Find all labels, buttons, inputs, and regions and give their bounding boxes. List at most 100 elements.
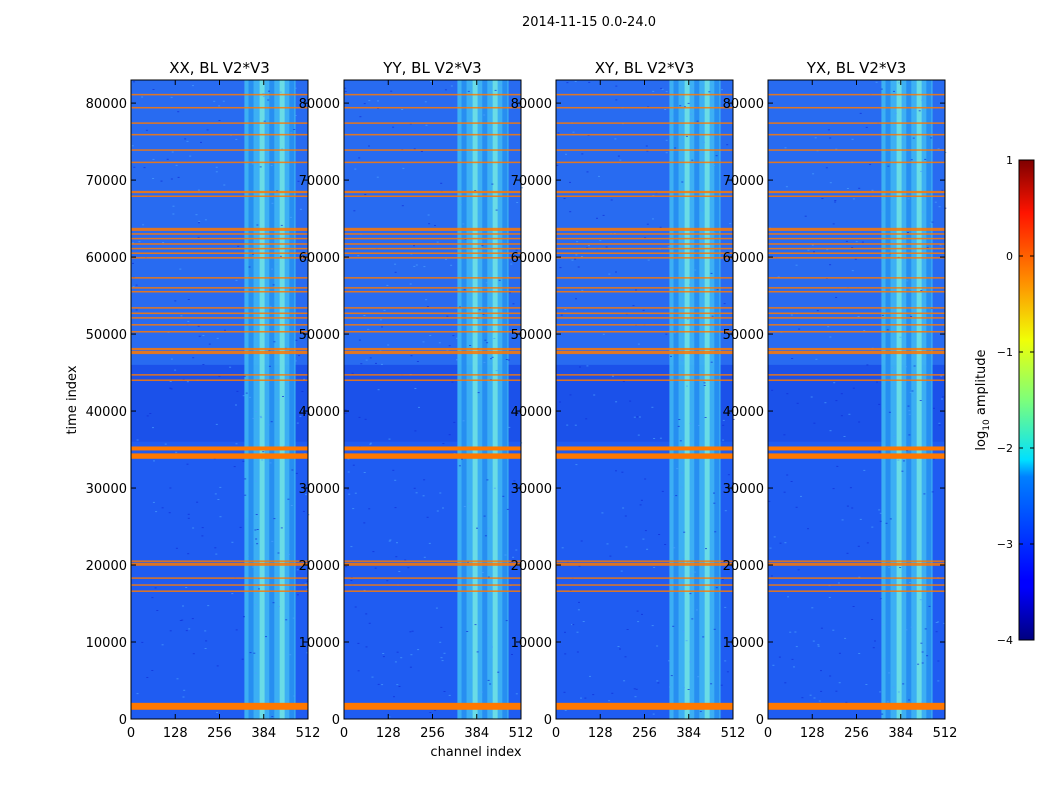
noise-speckle: [644, 530, 647, 532]
flagged-row: [131, 252, 308, 254]
noise-speckle: [254, 480, 257, 482]
noise-speckle: [280, 527, 283, 529]
noise-speckle: [422, 495, 425, 497]
noise-speckle: [924, 628, 927, 630]
flagged-row: [344, 237, 521, 240]
noise-speckle: [254, 604, 257, 605]
noise-speckle: [695, 609, 698, 611]
noise-speckle: [647, 259, 650, 261]
noise-speckle: [571, 624, 573, 626]
y-tick-label: 70000: [86, 174, 127, 189]
noise-speckle: [396, 542, 398, 544]
noise-speckle: [857, 316, 860, 317]
noise-speckle: [347, 458, 350, 460]
y-tick-label: 0: [332, 713, 340, 728]
noise-speckle: [619, 159, 622, 161]
noise-speckle: [160, 180, 163, 182]
noise-speckle: [897, 691, 900, 693]
noise-speckle: [183, 689, 186, 691]
y-tick-label: 0: [119, 713, 127, 728]
noise-speckle: [686, 561, 689, 563]
noise-speckle: [617, 155, 620, 157]
noise-speckle: [365, 646, 368, 648]
noise-speckle: [858, 576, 861, 578]
y-tick-label: 40000: [511, 405, 552, 420]
noise-speckle: [427, 214, 430, 216]
noise-speckle: [491, 183, 494, 185]
noise-speckle: [813, 697, 816, 699]
noise-speckle: [704, 417, 707, 418]
noise-speckle: [242, 395, 245, 397]
flagged-row: [131, 133, 308, 136]
noise-speckle: [506, 508, 509, 510]
noise-speckle: [175, 451, 178, 453]
noise-speckle: [910, 316, 913, 317]
noise-speckle: [689, 661, 692, 663]
noise-speckle: [843, 436, 846, 437]
y-tick-label: 70000: [511, 174, 552, 189]
flagged-row: [131, 562, 308, 566]
flagged-row: [768, 307, 945, 309]
noise-speckle: [484, 535, 487, 537]
noise-speckle: [937, 660, 940, 662]
noise-speckle: [633, 688, 636, 690]
noise-speckle: [773, 536, 776, 538]
noise-speckle: [798, 328, 801, 330]
noise-speckle: [131, 145, 134, 147]
noise-speckle: [382, 653, 385, 654]
flagged-row: [131, 195, 308, 198]
noise-speckle: [897, 459, 900, 461]
noise-speckle: [902, 683, 905, 685]
noise-speckle: [632, 305, 635, 307]
noise-speckle: [589, 675, 591, 677]
noise-speckle: [817, 645, 820, 647]
noise-speckle: [793, 666, 795, 668]
noise-speckle: [678, 491, 681, 493]
noise-speckle: [242, 460, 245, 462]
noise-speckle: [267, 99, 270, 101]
y-tick-label: 10000: [723, 636, 764, 651]
noise-speckle: [474, 190, 477, 191]
x-tick-label: 384: [464, 726, 489, 741]
noise-speckle: [481, 245, 484, 247]
panel-xy: XY, BL V2*V3 0 128 256 384 512 0 10000 20000 3000…: [511, 59, 746, 741]
noise-speckle: [840, 415, 843, 417]
noise-speckle: [783, 491, 786, 493]
noise-speckle: [559, 401, 561, 403]
noise-speckle: [874, 640, 876, 642]
noise-speckle: [703, 382, 706, 384]
noise-speckle: [204, 219, 207, 221]
noise-speckle: [151, 670, 154, 671]
flagged-row: [344, 247, 521, 250]
panel-xx: XX, BL V2*V3 0 128 256 384 512 0 10000 20000 3000…: [86, 59, 321, 741]
noise-speckle: [687, 102, 690, 104]
flagged-row: [131, 106, 308, 109]
noise-speckle: [187, 513, 190, 515]
noise-speckle: [671, 496, 674, 498]
y-tick-label: 50000: [723, 328, 764, 343]
noise-speckle: [217, 499, 220, 500]
flagged-row: [344, 243, 521, 245]
noise-speckle: [786, 393, 789, 395]
noise-speckle: [779, 542, 782, 544]
noise-speckle: [387, 344, 390, 346]
noise-speckle: [702, 141, 705, 143]
noise-speckle: [713, 492, 715, 494]
noise-speckle: [429, 712, 432, 713]
noise-speckle: [721, 578, 724, 580]
noise-speckle: [215, 553, 218, 555]
flagged-row: [556, 257, 733, 259]
noise-speckle: [676, 468, 679, 470]
noise-speckle: [659, 437, 662, 439]
noise-speckle: [133, 81, 135, 83]
noise-speckle: [289, 216, 292, 218]
flagged-row: [768, 257, 945, 259]
noise-speckle: [854, 258, 857, 260]
flagged-row: [131, 702, 308, 710]
flagged-row: [344, 252, 521, 254]
noise-speckle: [638, 416, 641, 418]
noise-speckle: [297, 180, 300, 182]
noise-speckle: [783, 434, 786, 436]
noise-speckle: [721, 89, 723, 91]
noise-speckle: [710, 361, 713, 363]
